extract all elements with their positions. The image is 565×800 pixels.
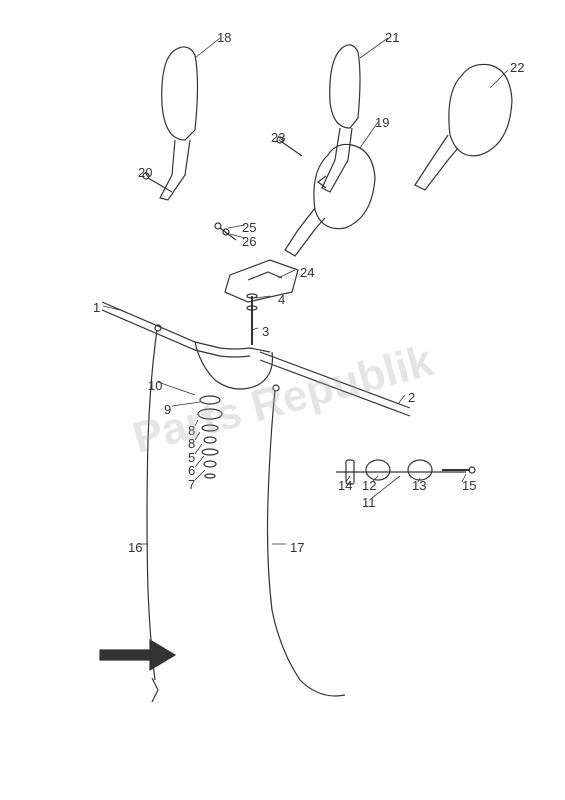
callout-25: 25 bbox=[242, 220, 256, 235]
callout-3: 3 bbox=[262, 324, 269, 339]
callout-24: 24 bbox=[300, 265, 314, 280]
part-mirror-22 bbox=[415, 64, 512, 190]
callout-15: 15 bbox=[462, 478, 476, 493]
callout-6: 6 bbox=[188, 463, 195, 478]
callout-4: 4 bbox=[278, 292, 285, 307]
callout-9: 9 bbox=[164, 402, 171, 417]
callout-1: 1 bbox=[93, 300, 100, 315]
callout-10: 10 bbox=[148, 378, 162, 393]
callout-20: 20 bbox=[138, 165, 152, 180]
part-cover-24 bbox=[225, 260, 298, 302]
callout-12: 12 bbox=[362, 478, 376, 493]
callout-23: 23 bbox=[271, 130, 285, 145]
arrow-indicator-svg bbox=[100, 640, 175, 670]
part-mirror-18 bbox=[160, 47, 198, 200]
callout-14: 14 bbox=[338, 478, 352, 493]
part-spacer-stack bbox=[198, 396, 222, 478]
diagram-svg bbox=[0, 0, 565, 800]
callout-13: 13 bbox=[412, 478, 426, 493]
callout-21: 21 bbox=[385, 30, 399, 45]
part-mirror-19 bbox=[285, 144, 375, 256]
callout-22: 22 bbox=[510, 60, 524, 75]
callout-7: 7 bbox=[188, 477, 195, 492]
callout-26: 26 bbox=[242, 234, 256, 249]
exploded-parts-diagram: 1 2 3 4 5 6 7 8 8 9 10 11 12 13 14 15 16… bbox=[0, 0, 565, 800]
callout-18: 18 bbox=[217, 30, 231, 45]
part-screw-25-26 bbox=[215, 223, 236, 240]
callout-19: 19 bbox=[375, 115, 389, 130]
callout-16: 16 bbox=[128, 540, 142, 555]
callout-8b: 8 bbox=[188, 436, 195, 451]
callout-17: 17 bbox=[290, 540, 304, 555]
part-handlebar bbox=[102, 302, 410, 416]
part-cable-17 bbox=[268, 385, 346, 696]
part-bar-ends bbox=[336, 460, 475, 484]
callout-2: 2 bbox=[408, 390, 415, 405]
part-mirror-21 bbox=[318, 45, 360, 192]
callout-11: 11 bbox=[362, 495, 376, 510]
